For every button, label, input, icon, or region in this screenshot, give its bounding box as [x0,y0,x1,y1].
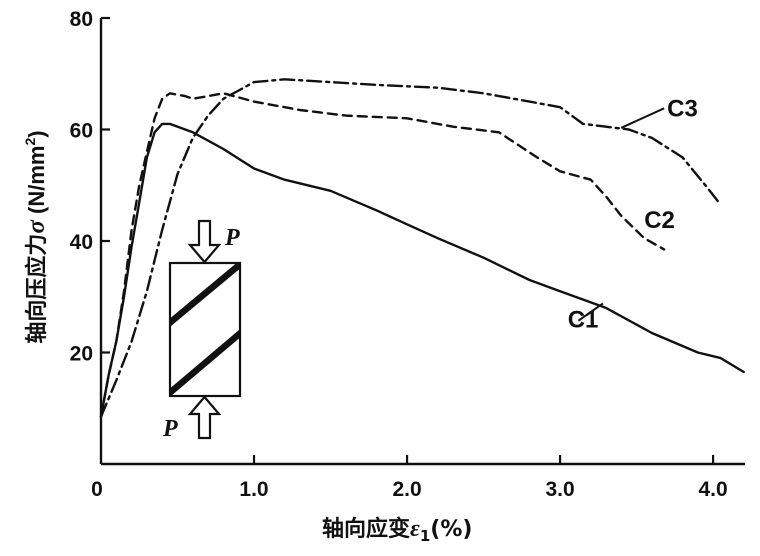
y-tick-label: 40 [70,231,93,254]
x-tick-label: 3.0 [545,478,574,501]
x-axis-title-subscript: 1 [420,527,430,545]
x-axis-title-main: 轴向应变 [322,516,410,542]
series-line-c1 [99,122,745,418]
specimen-block [168,261,242,398]
x-axis-title: 轴向应变ε1(%) [322,516,472,545]
y-axis-title: 轴向压应力σ (N/mm2) [22,130,50,343]
x-tick-label: 4.0 [698,478,727,501]
bottom-load-arrow-icon [187,395,222,440]
series-leader-c3 [620,107,665,129]
y-axis-title-unit-power: 2 [22,138,38,146]
x-tick-label: 2.0 [392,478,421,501]
series-line-c2 [99,92,666,418]
top-load-label: P [224,225,240,251]
series-label-c1: C1 [568,306,599,333]
y-tick-label: 60 [70,120,93,143]
x-tick-label: 1.0 [239,478,268,501]
y-axis-title-unit-close: ) [24,130,49,137]
ticks-layer: 20 40 60 80 0 1.0 2.0 3.0 4.0 [70,8,728,501]
series-layer [99,78,745,418]
y-tick-label: 80 [70,8,93,31]
y-axis-title-symbol: σ [23,219,50,234]
fracture-line-upper [170,263,240,327]
bottom-load-label: P [162,416,178,442]
x-tick-label: 0 [91,478,103,501]
y-axis-title-unit-open: (N/mm [24,146,49,221]
series-line-c3 [99,78,722,418]
y-tick-label: 20 [70,343,93,366]
y-axis-title-main: 轴向压应力 [24,234,50,344]
series-label-c3: C3 [667,96,698,123]
series-leader-c1 [577,302,604,322]
series-label-layer: C1 C2 C3 [568,96,698,334]
fracture-line-lower [170,329,240,396]
x-axis-title-symbol: ε [410,516,420,542]
top-load-arrow-icon [187,219,222,264]
specimen-diagram: P P [162,219,242,442]
x-axis-title-unit: (%) [430,517,472,542]
series-label-c2: C2 [644,207,675,234]
